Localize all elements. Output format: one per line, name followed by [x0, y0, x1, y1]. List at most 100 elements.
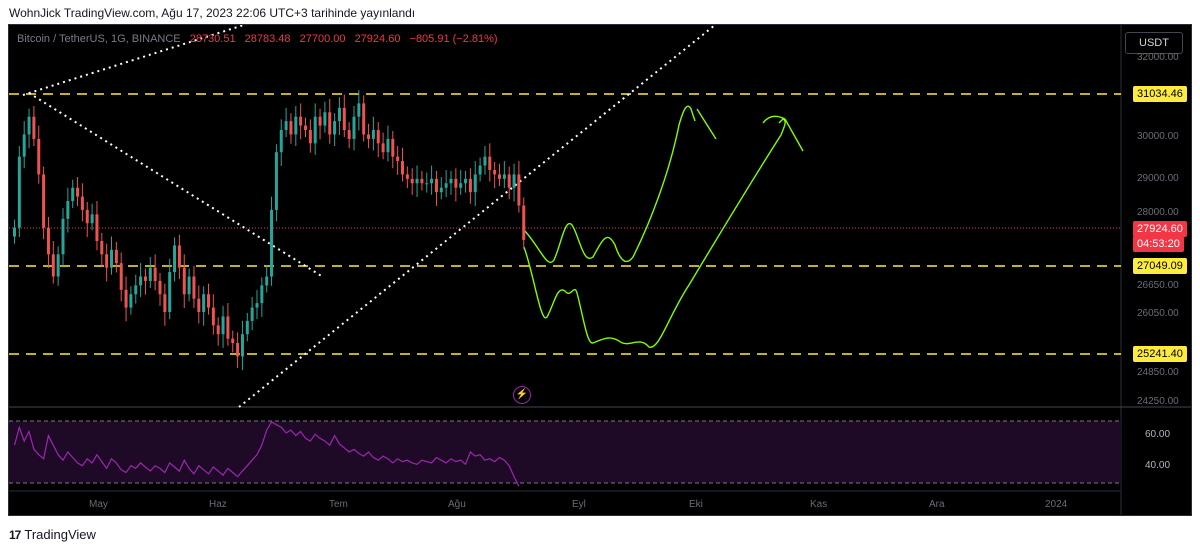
- legend-open: 28730.51: [189, 33, 236, 45]
- candle: [483, 156, 487, 166]
- candle: [386, 138, 390, 153]
- candle: [517, 174, 521, 206]
- candle: [13, 227, 16, 237]
- candle: [362, 103, 366, 135]
- candle: [265, 276, 269, 286]
- price-label-31034: 31034.46: [1133, 86, 1187, 102]
- candle: [197, 298, 201, 313]
- legend-high: 28783.48: [244, 33, 291, 45]
- tradingview-brand: TradingView: [24, 527, 96, 542]
- legend-low: 27700.00: [299, 33, 346, 45]
- candle: [507, 174, 511, 188]
- candle: [240, 334, 244, 357]
- candle: [192, 276, 196, 299]
- candle: [473, 174, 477, 193]
- candle: [129, 294, 133, 308]
- candle: [449, 178, 453, 184]
- tradingview-logo-icon: 17: [9, 527, 21, 542]
- candle: [51, 254, 55, 277]
- candle: [250, 307, 254, 321]
- candle: [444, 183, 448, 188]
- candle: [56, 254, 60, 277]
- candle: [139, 276, 143, 286]
- candle: [114, 249, 118, 264]
- candle: [124, 289, 128, 308]
- symbol-name[interactable]: Bitcoin / TetherUS, 1G, BINANCE: [17, 33, 181, 45]
- candle: [439, 187, 443, 193]
- candle: [80, 196, 84, 210]
- candle: [105, 254, 109, 268]
- price-tick: 26650.00: [1137, 280, 1179, 291]
- candle: [420, 178, 424, 184]
- time-tick: Eyl: [572, 499, 586, 510]
- candle: [318, 116, 322, 126]
- candle: [304, 125, 307, 131]
- candle: [76, 187, 80, 197]
- candle: [46, 227, 50, 255]
- projection-path-lower[interactable]: [523, 115, 804, 348]
- candle: [405, 174, 409, 179]
- price-tick: 24250.00: [1137, 396, 1179, 407]
- candle: [182, 267, 186, 295]
- candle: [502, 174, 506, 179]
- candle: [274, 152, 278, 210]
- candle: [255, 303, 259, 308]
- candle: [454, 178, 458, 188]
- chart-canvas[interactable]: [9, 25, 1192, 516]
- descending-trendline[interactable]: [28, 92, 324, 278]
- candle: [391, 138, 395, 157]
- candle: [27, 116, 31, 135]
- lightning-event-icon[interactable]: ⚡: [513, 386, 531, 404]
- price-label-current: 27924.60: [1133, 221, 1187, 237]
- candle: [357, 103, 361, 117]
- price-tick: 29000.00: [1137, 173, 1179, 184]
- candle: [498, 174, 501, 179]
- candle: [512, 174, 516, 188]
- candle: [381, 143, 385, 153]
- candle: [245, 320, 249, 335]
- candle: [100, 240, 104, 255]
- time-tick: Ara: [929, 499, 945, 510]
- candle: [284, 121, 288, 131]
- candle: [163, 294, 167, 313]
- legend-close: 27924.60: [354, 33, 401, 45]
- candle: [323, 112, 327, 126]
- candles: [13, 90, 526, 371]
- candle: [173, 245, 177, 273]
- candle: [168, 272, 172, 313]
- candle: [32, 116, 36, 139]
- candle: [187, 276, 191, 295]
- candle: [468, 178, 472, 193]
- projection-path-upper[interactable]: [522, 105, 717, 263]
- candle: [410, 178, 414, 184]
- candle: [148, 267, 152, 281]
- candle: [522, 205, 526, 240]
- candle: [211, 307, 215, 326]
- candle: [401, 161, 404, 175]
- rsi-band: [9, 421, 1121, 483]
- currency-button[interactable]: USDT: [1125, 32, 1183, 54]
- candle: [134, 285, 138, 295]
- candle: [289, 121, 293, 135]
- rsi-line: [13, 421, 520, 487]
- time-tick: Kas: [810, 499, 828, 510]
- upper-trendline[interactable]: [22, 25, 269, 96]
- candle: [464, 178, 468, 184]
- time-tick: Eki: [689, 499, 703, 510]
- candle: [177, 245, 181, 268]
- time-tick: May: [89, 499, 108, 510]
- candle: [270, 209, 274, 277]
- ascending-trendline[interactable]: [238, 25, 716, 408]
- chart-panel[interactable]: Bitcoin / TetherUS, 1G, BINANCE 28730.51…: [8, 24, 1192, 516]
- candle: [342, 107, 346, 131]
- price-tick: 32000.00: [1137, 52, 1179, 63]
- candle: [207, 294, 210, 308]
- time-tick: 2024: [1045, 499, 1068, 510]
- candle: [85, 209, 89, 224]
- candle: [488, 156, 492, 170]
- candle: [71, 187, 75, 202]
- candle: [231, 338, 235, 344]
- candle: [493, 169, 497, 175]
- candle: [110, 249, 113, 268]
- candle: [153, 267, 157, 281]
